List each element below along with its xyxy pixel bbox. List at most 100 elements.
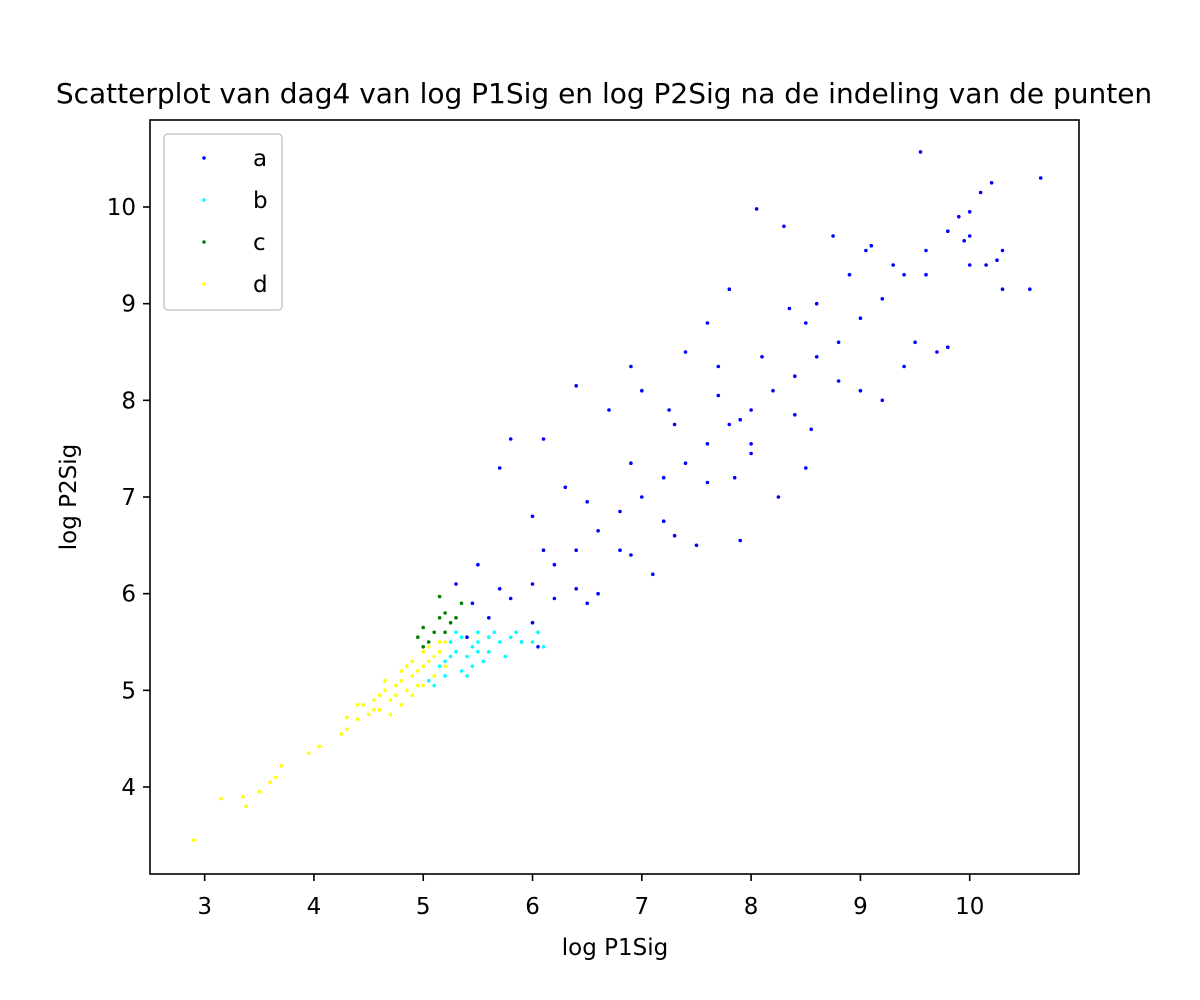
point-d-19: [394, 683, 398, 688]
point-a-60: [984, 263, 988, 267]
point-a-15: [793, 374, 797, 379]
point-a-93: [640, 388, 644, 393]
point-a-31: [804, 321, 808, 325]
y-tick-label: 6: [121, 582, 136, 608]
point-d-47: [421, 649, 426, 654]
point-a-63: [935, 350, 939, 354]
point-a-96: [596, 591, 600, 596]
point-a-1: [487, 616, 491, 620]
point-a-83: [814, 301, 819, 306]
point-d-42: [355, 703, 360, 707]
point-b-29: [536, 630, 540, 635]
point-d-29: [388, 712, 393, 717]
point-b-2: [465, 654, 469, 659]
point-c-5: [426, 640, 431, 644]
point-d-1: [219, 796, 223, 801]
point-b-21: [426, 678, 431, 683]
point-d-34: [421, 683, 426, 688]
point-d-24: [421, 664, 426, 668]
point-d-25: [426, 659, 431, 664]
point-b-26: [448, 654, 453, 659]
point-b-28: [514, 630, 518, 635]
point-d-17: [383, 688, 387, 693]
plot-frame: [149, 119, 1080, 875]
point-a-18: [858, 316, 863, 321]
point-b-27: [476, 649, 480, 654]
point-a-10: [683, 461, 688, 466]
point-b-13: [530, 640, 535, 644]
point-d-2: [241, 794, 245, 799]
point-d-44: [443, 664, 447, 668]
point-a-46: [716, 364, 721, 369]
point-a-4: [552, 562, 557, 567]
point-a-24: [497, 587, 502, 591]
point-a-55: [957, 214, 961, 219]
point-a-34: [618, 548, 622, 552]
legend-marker-b: [202, 198, 206, 202]
point-a-25: [541, 548, 546, 552]
point-c-1: [443, 611, 447, 615]
point-a-39: [836, 379, 841, 383]
point-a-37: [749, 451, 753, 456]
point-a-91: [470, 601, 475, 606]
point-d-35: [432, 674, 437, 678]
point-a-69: [749, 442, 753, 446]
x-tick-label: 9: [853, 894, 868, 920]
point-b-7: [481, 659, 486, 664]
legend-label-d: d: [253, 272, 268, 298]
point-d-43: [437, 640, 442, 644]
point-a-21: [924, 248, 928, 253]
point-a-58: [1000, 287, 1005, 292]
point-d-38: [394, 693, 398, 697]
y-tick-label: 7: [121, 485, 136, 511]
point-c-0: [437, 594, 442, 599]
point-a-85: [891, 263, 895, 267]
point-d-28: [443, 640, 447, 644]
point-a-13: [749, 408, 753, 412]
point-c-3: [421, 625, 426, 630]
point-a-6: [596, 529, 600, 533]
point-d-26: [432, 654, 437, 659]
y-tick-label: 10: [107, 195, 136, 221]
point-a-47: [727, 287, 732, 292]
legend-label-b: b: [253, 188, 268, 214]
point-a-23: [967, 210, 972, 214]
point-d-45: [410, 693, 415, 697]
point-d-12: [344, 715, 349, 720]
point-a-0: [465, 635, 469, 639]
point-a-70: [738, 538, 742, 543]
point-b-15: [492, 630, 497, 635]
point-a-42: [541, 437, 546, 441]
point-a-3: [530, 582, 535, 586]
point-a-80: [585, 601, 589, 606]
point-d-40: [366, 712, 371, 717]
point-d-36: [410, 659, 415, 664]
point-d-33: [416, 683, 420, 688]
point-a-53: [989, 181, 994, 185]
point-a-48: [754, 207, 759, 211]
x-tick-label: 4: [307, 894, 322, 920]
x-tick-label: 3: [197, 894, 212, 920]
point-a-95: [667, 408, 671, 412]
y-axis-ticks: 4 5 6 7 8 9 10: [107, 195, 150, 801]
legend-marker-a: [202, 156, 206, 160]
point-a-79: [651, 572, 655, 577]
point-d-8: [306, 751, 311, 755]
point-d-7: [279, 763, 284, 768]
point-a-82: [787, 306, 792, 311]
point-d-5: [268, 780, 273, 784]
point-a-90: [454, 582, 458, 586]
point-a-33: [574, 587, 578, 591]
point-c-10: [459, 601, 464, 606]
y-tick-label: 5: [121, 678, 136, 704]
point-b-9: [437, 664, 442, 668]
point-b-1: [454, 649, 458, 654]
y-tick-label: 9: [121, 292, 136, 318]
point-b-17: [454, 630, 458, 635]
point-d-22: [410, 674, 415, 678]
point-a-28: [672, 422, 677, 427]
point-c-4: [432, 630, 437, 635]
point-b-4: [459, 669, 464, 673]
point-a-89: [476, 562, 480, 567]
point-a-29: [716, 393, 721, 398]
